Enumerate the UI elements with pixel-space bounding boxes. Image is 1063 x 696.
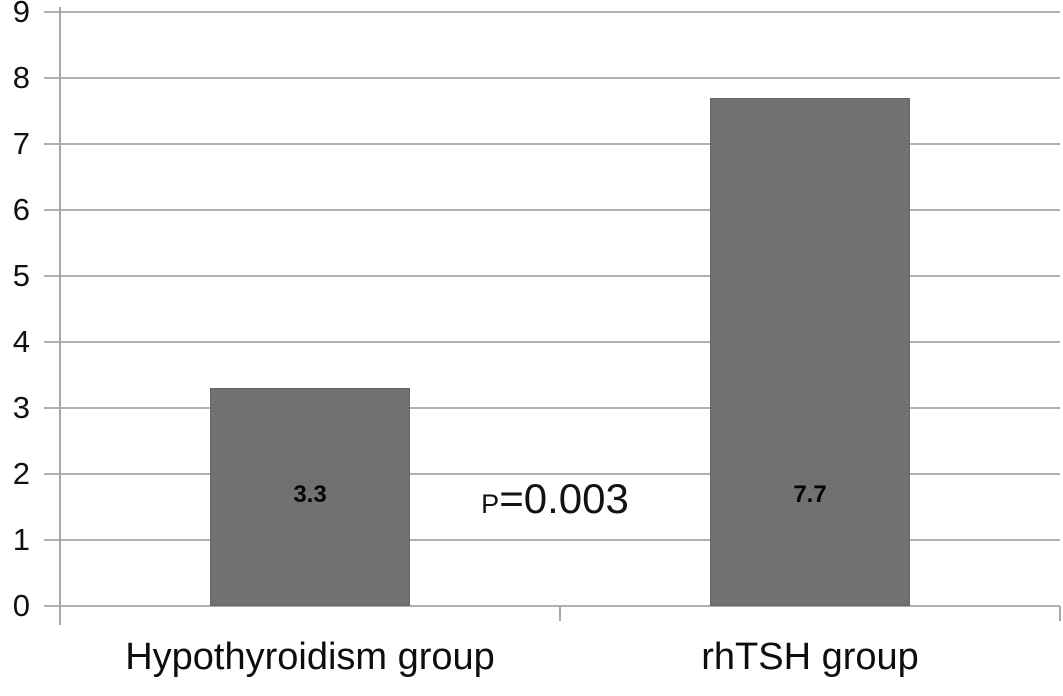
p-value-number: =0.003 <box>499 475 629 522</box>
gridline-y-7 <box>44 142 1060 145</box>
gridline-y-2 <box>44 473 1060 475</box>
bar-2 <box>710 97 910 606</box>
bar-1 <box>210 388 410 606</box>
x-category-label-1: Hypothyroidism group <box>125 636 495 678</box>
p-value-annotation: P=0.003 <box>481 475 629 523</box>
gridline-y-1 <box>44 538 1060 541</box>
plot-area: 0 1 2 3 4 5 6 7 8 9 3.3 7.7 P=0.003 <box>13 0 1061 625</box>
y-tick-label-5: 5 <box>12 257 30 293</box>
x-axis-tick-0 <box>59 606 61 621</box>
p-value-prefix: P <box>481 489 500 519</box>
x-axis-tick-2 <box>1059 606 1061 621</box>
y-tick-label-4: 4 <box>12 324 30 359</box>
y-tick-label-2: 2 <box>12 456 30 491</box>
gridline-y-9 <box>44 11 1060 13</box>
gridline-y-4 <box>44 341 1060 343</box>
gridline-y-5 <box>44 274 1060 277</box>
gridline-y-6 <box>44 208 1060 211</box>
y-tick-label-6: 6 <box>12 191 30 227</box>
y-tick-label-1: 1 <box>12 521 30 557</box>
gridline-y-3 <box>44 406 1060 409</box>
x-category-label-2: rhTSH group <box>701 636 919 678</box>
y-tick-label-9: 9 <box>12 0 30 29</box>
y-tick-label-3: 3 <box>12 389 30 425</box>
x-axis-tick-1 <box>559 606 561 621</box>
y-tick-label-0: 0 <box>12 588 30 623</box>
gridline-y-8 <box>44 76 1060 79</box>
x-axis-category-labels: Hypothyroidism group rhTSH group <box>60 636 1060 692</box>
y-tick-label-7: 7 <box>12 125 30 161</box>
gridline-y-0 <box>44 605 1060 607</box>
y-axis-line <box>59 7 61 625</box>
bar-value-label-1: 3.3 <box>293 481 327 508</box>
bar-value-label-2: 7.7 <box>793 481 827 508</box>
y-tick-label-8: 8 <box>12 59 30 95</box>
